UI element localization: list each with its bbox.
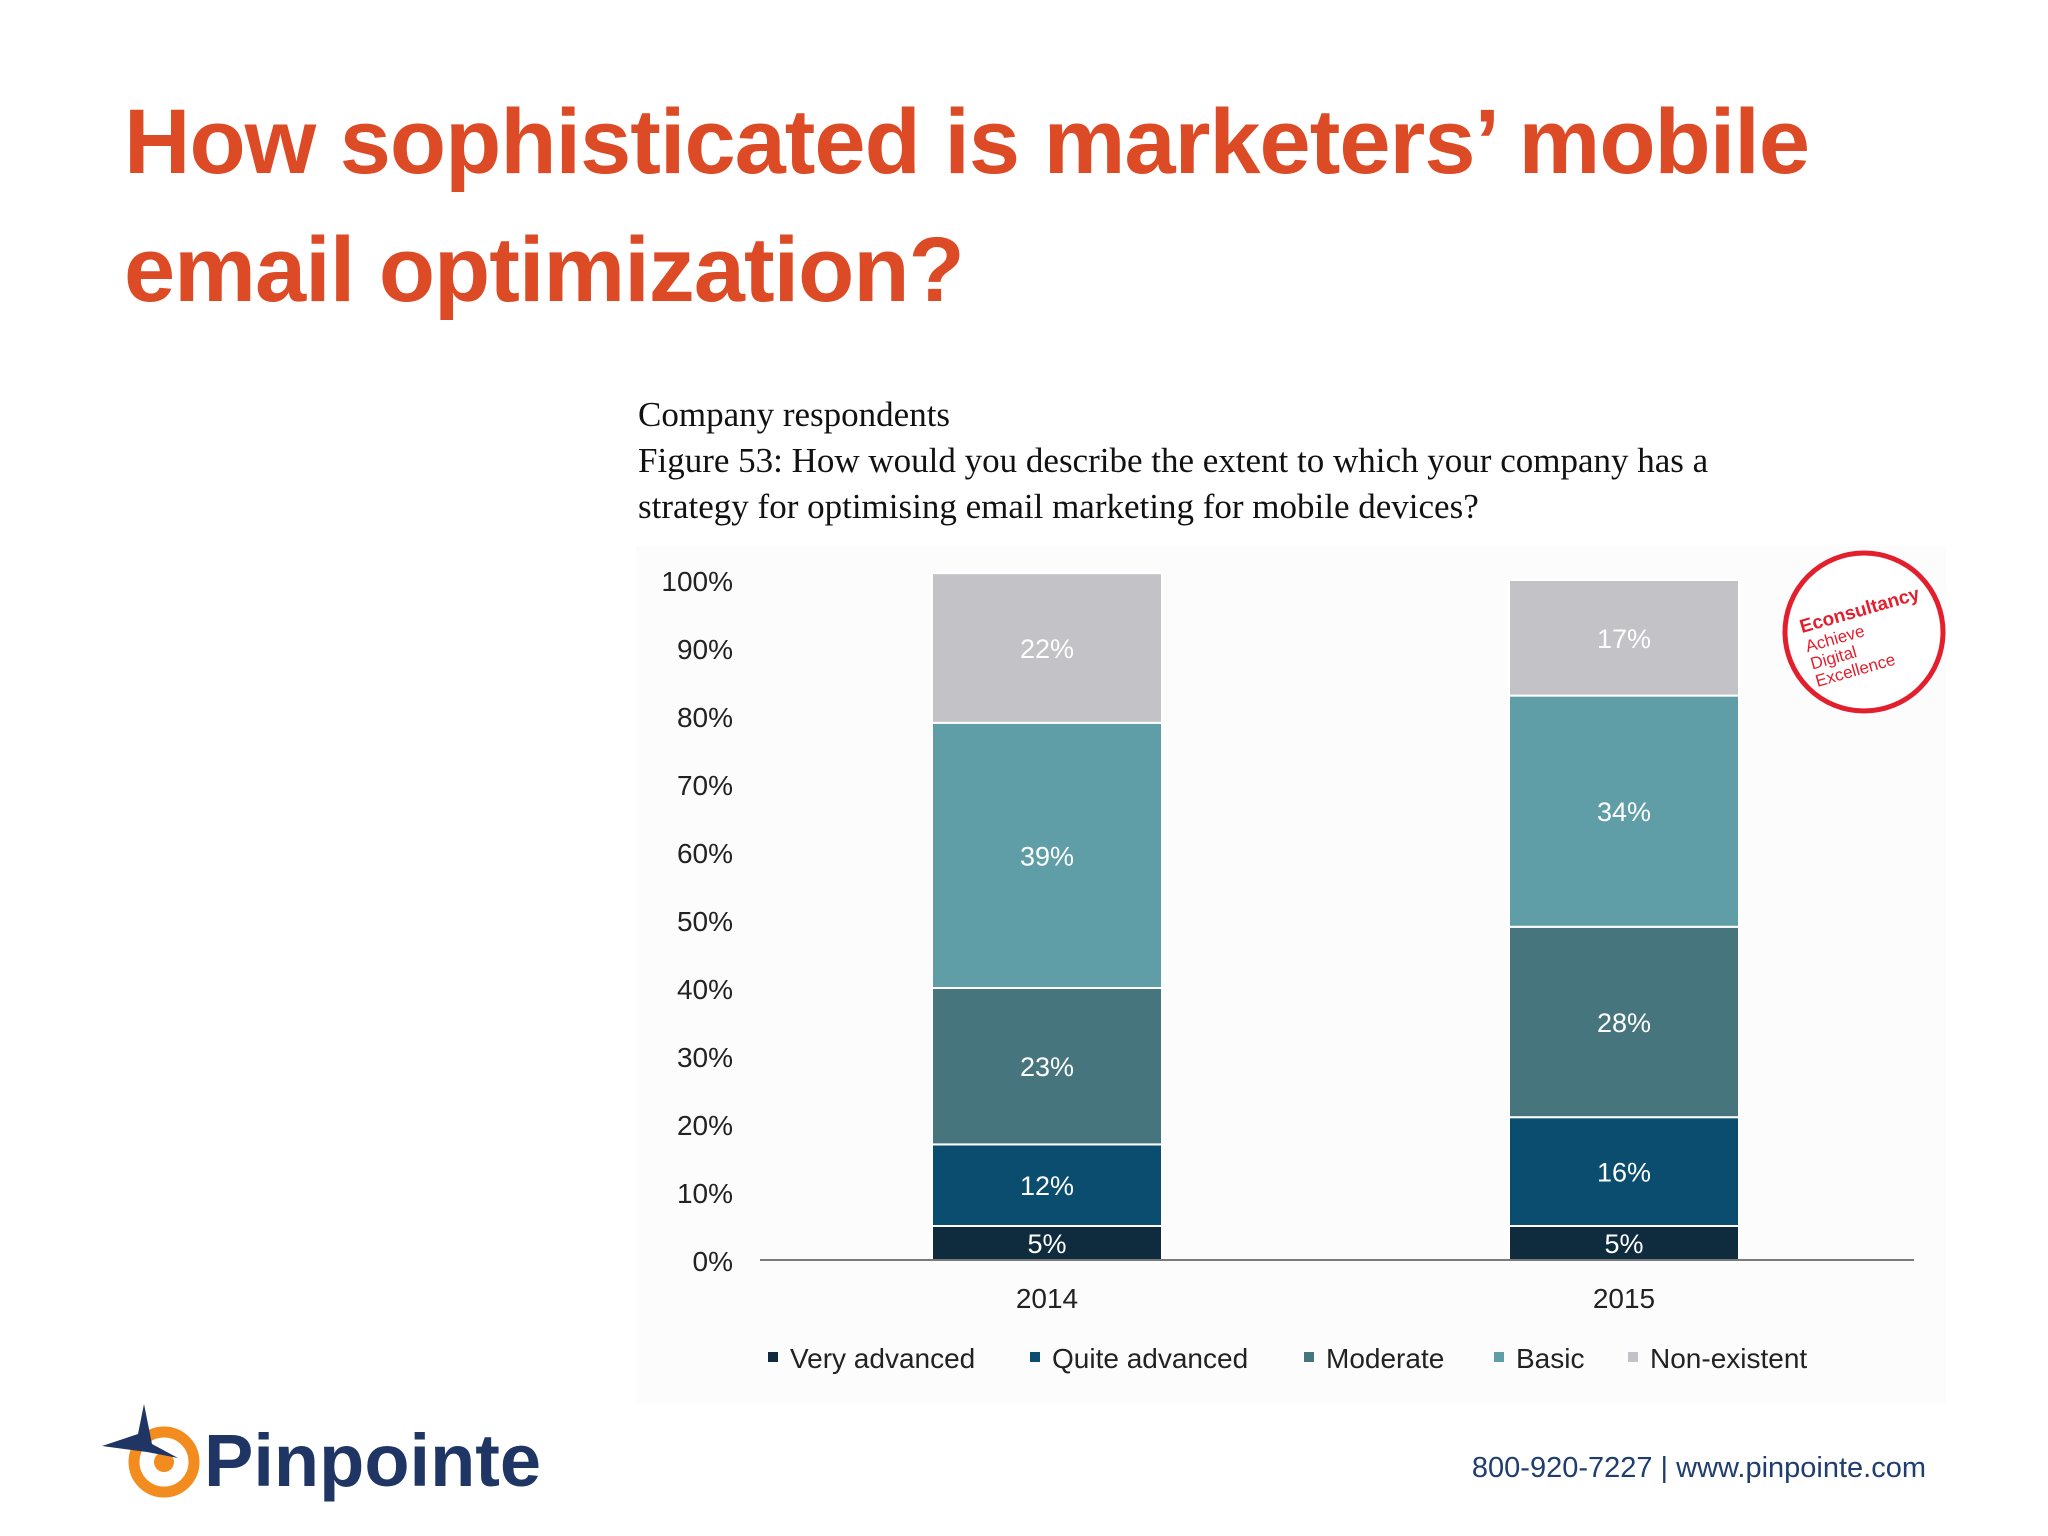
legend: Very advanced Quite advanced Moderate Basic… (768, 1343, 1807, 1374)
y-tick-label: 20% (677, 1110, 733, 1141)
bar-value-label: 23% (1020, 1052, 1074, 1082)
legend-swatch (1628, 1352, 1638, 1362)
legend-label: Basic (1516, 1343, 1584, 1374)
y-tick-label: 0% (693, 1246, 733, 1277)
legend-label: Non-existent (1650, 1343, 1807, 1374)
chart-caption: Company respondents Figure 53: How would… (638, 392, 1918, 530)
slide-title-line-2: email optimization? (124, 219, 965, 321)
bar-segment (931, 721, 1163, 989)
x-tick-label: 2015 (1593, 1283, 1655, 1314)
logo-wordmark: Pinpointe (204, 1419, 541, 1502)
slide-title-line-1: How sophisticated is marketers’ mobile (124, 91, 1810, 193)
legend-label: Quite advanced (1052, 1343, 1248, 1374)
legend-swatch (1494, 1352, 1504, 1362)
bar-segment (1508, 1116, 1740, 1227)
bar-value-label: 5% (1604, 1229, 1643, 1259)
chart-subtitle: Company respondents (638, 395, 951, 434)
bars: 5% 12% 23% 39% 22% 5% 16% 28% 34% 17% (931, 572, 1740, 1261)
legend-label: Very advanced (790, 1343, 975, 1374)
bar-value-label: 39% (1020, 841, 1074, 871)
bar-segment (931, 572, 1163, 724)
y-tick-label: 30% (677, 1042, 733, 1073)
y-axis: 0% 10% 20% 30% 40% 50% 60% 70% 80% 90% 100% (661, 566, 733, 1277)
pinpointe-logo: Pinpointe (102, 1404, 541, 1502)
y-tick-label: 10% (677, 1178, 733, 1209)
bar-segment (1508, 579, 1740, 697)
y-tick-label: 80% (677, 702, 733, 733)
chart-title-line-2: strategy for optimising email marketing … (638, 487, 1479, 526)
bar-value-label: 28% (1597, 1008, 1651, 1038)
badge-ring (1782, 550, 1946, 714)
y-tick-label: 50% (677, 906, 733, 937)
footer-contact: 800-920-7227 | www.pinpointe.com (1471, 1452, 1926, 1484)
bar-value-label: 17% (1597, 624, 1651, 654)
y-tick-label: 90% (677, 634, 733, 665)
econsultancy-badge: Econsultancy Achieve Digital Excellence (1782, 550, 1946, 714)
target-icon (102, 1404, 200, 1498)
chart-title-line-1: Figure 53: How would you describe the ex… (638, 441, 1709, 480)
legend-swatch (1030, 1352, 1040, 1362)
bar-value-label: 22% (1020, 634, 1074, 664)
bar-value-label: 34% (1597, 797, 1651, 827)
y-tick-label: 60% (677, 838, 733, 869)
bar-value-label: 12% (1020, 1171, 1074, 1201)
bar-segment (1508, 694, 1740, 928)
bar-value-label: 5% (1027, 1229, 1066, 1259)
legend-swatch (1304, 1352, 1314, 1362)
y-tick-label: 70% (677, 770, 733, 801)
bar-segment (1508, 925, 1740, 1119)
slide-title: How sophisticated is marketers’ mobile e… (124, 78, 2004, 334)
x-axis: 2014 2015 (1016, 1283, 1655, 1314)
legend-label: Moderate (1326, 1343, 1444, 1374)
y-tick-label: 40% (677, 974, 733, 1005)
legend-swatch (768, 1352, 778, 1362)
x-tick-label: 2014 (1016, 1283, 1078, 1314)
bar-value-label: 16% (1597, 1158, 1651, 1188)
bar-segment (1508, 1225, 1740, 1261)
y-tick-label: 100% (661, 566, 733, 597)
